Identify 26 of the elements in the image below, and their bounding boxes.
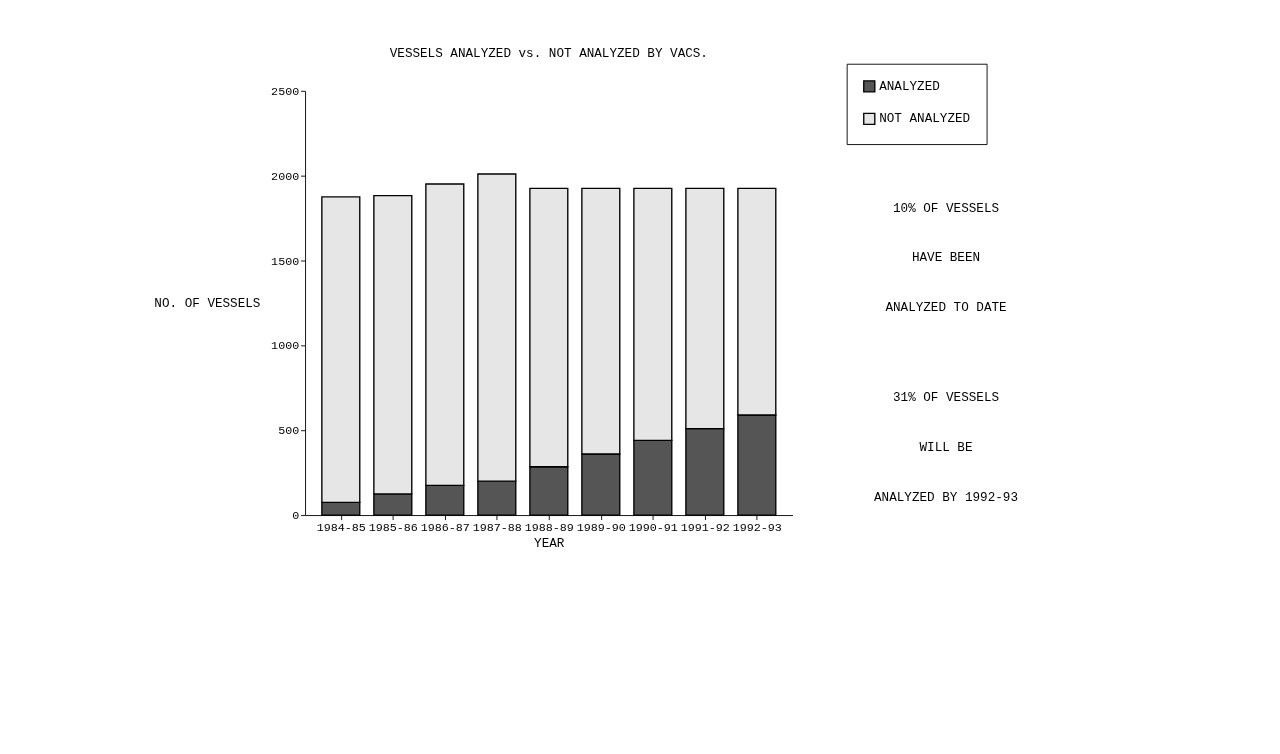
text: HAVE BEEN [911,250,981,266]
y-tick-label: 0 [292,509,300,524]
x-axis-title: YEAR [534,536,565,552]
text: WILL BE [919,440,973,456]
legend-label: ANALYZED [879,78,940,94]
text: ANALYZED BY 1992-93 [874,489,1018,505]
x-tick-label: 1992-93 [732,520,782,535]
text: 31% OF VESSELS [892,390,1000,406]
x-tick-label: 1987-88 [472,520,522,535]
x-tick-label: 1990-91 [628,520,678,535]
text: 10% OF VESSELS [892,200,1000,216]
chart-title: VESSELS ANALYZED vs. NOT ANALYZED BY VACS. [389,46,708,61]
x-tick-label: 1988-89 [524,520,574,535]
x-tick-label: 1989-90 [576,520,626,535]
y-tick-label: 2000 [271,169,300,184]
x-tick-label: 1984-85 [316,520,366,535]
y-tick-label: 1500 [271,254,300,269]
legend-label: NOT ANALYZED [879,111,971,127]
x-tick-label: 1986-87 [420,520,470,535]
x-tick-label: 1985-86 [368,520,418,535]
y-axis-title: NO. OF VESSELS [154,296,261,312]
y-tick-label: 500 [278,424,300,439]
text: ANALYZED TO DATE [885,300,1007,316]
x-tick-label: 1991-92 [680,520,730,535]
y-tick-label: 2500 [271,84,300,99]
y-tick-label: 1000 [271,339,300,354]
